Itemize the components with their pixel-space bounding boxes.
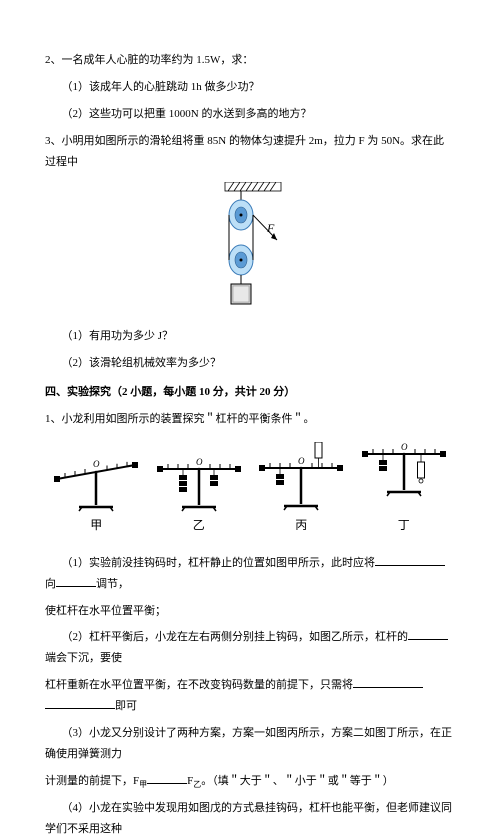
q3-stem: 3、小明用如图所示的滑轮组将重 85N 的物体匀速提升 2m，拉力 F 为 50… bbox=[45, 131, 455, 173]
lever-b: O 乙 bbox=[154, 457, 244, 537]
lever-d: O 丁 bbox=[359, 442, 449, 537]
svg-text:O: O bbox=[298, 456, 305, 466]
lever-c-label: 丙 bbox=[295, 514, 307, 537]
s4-sub1b: 向 bbox=[45, 578, 56, 590]
s4-sub2d: 即可 bbox=[115, 700, 137, 712]
s4-sub2c: 杠杆重新在水平位置平衡，在不改变钩码数量的前提下，只需将 bbox=[45, 679, 353, 691]
q2-sub2: （2）这些功可以把重 1000N 的水送到多高的地方？ bbox=[45, 104, 455, 125]
pulley-figure: F bbox=[45, 182, 455, 312]
lever-a-label: 甲 bbox=[90, 514, 102, 537]
blank-2b bbox=[353, 676, 423, 688]
lever-c-svg: O bbox=[256, 442, 346, 512]
s4-sub3-arrow1: 甲 bbox=[139, 780, 147, 789]
lever-a-svg: O bbox=[51, 457, 141, 512]
s4-sub3: （3）小龙又分别设计了两种方案，方案一如图丙所示，方案二如图丁所示，在正确使用弹… bbox=[45, 723, 455, 765]
lever-b-svg: O bbox=[154, 457, 244, 512]
s4-sub1a: （1）实验前没挂钩码时，杠杆静止的位置如图甲所示，此时应将 bbox=[62, 557, 376, 569]
svg-text:O: O bbox=[93, 459, 100, 469]
lever-d-svg: O bbox=[359, 442, 449, 512]
lever-d-label: 丁 bbox=[398, 514, 410, 537]
q2-stem: 2、一名成年人心脏的功率约为 1.5W，求： bbox=[45, 50, 455, 71]
lever-c: O 丙 bbox=[256, 442, 346, 537]
svg-text:O: O bbox=[196, 457, 203, 467]
q3-sub1: （1）有用功为多少 J？ bbox=[45, 326, 455, 347]
svg-text:F: F bbox=[266, 221, 275, 235]
s4-sub2b: 端会下沉，要使 bbox=[45, 652, 122, 664]
lever-b-label: 乙 bbox=[193, 514, 205, 537]
blank-1b bbox=[56, 575, 96, 587]
blank-2c bbox=[45, 697, 115, 709]
s4-sub2-line2: 杠杆重新在水平位置平衡，在不改变钩码数量的前提下，只需将即可 bbox=[45, 675, 455, 717]
s4-sub4: （4）小龙在实验中发现用如图戊的方式悬挂钩码，杠杆也能平衡，但老师建议同学们不采… bbox=[45, 798, 455, 840]
lever-figures: O 甲 O bbox=[45, 442, 455, 537]
s4-sub3d: 。（填＂大于＂、＂小于＂或＂等于＂） bbox=[201, 775, 394, 787]
s4-sub3-line2: 计测量的前提下，F甲F乙。（填＂大于＂、＂小于＂或＂等于＂） bbox=[45, 771, 455, 792]
blank-1a bbox=[375, 554, 445, 566]
s4-sub1d: 使杠杆在水平位置平衡； bbox=[45, 601, 455, 622]
s4-sub2a: （2）杠杆平衡后，小龙在左右两侧分别挂上钩码，如图乙所示，杠杆的 bbox=[62, 631, 409, 643]
section4-title: 四、实验探究（2 小题，每小题 10 分，共计 20 分） bbox=[45, 382, 455, 403]
s4-sub2: （2）杠杆平衡后，小龙在左右两侧分别挂上钩码，如图乙所示，杠杆的端会下沉，要使 bbox=[45, 627, 455, 669]
q3-sub2: （2）该滑轮组机械效率为多少？ bbox=[45, 353, 455, 374]
blank-3 bbox=[147, 772, 187, 784]
q2-sub1: （1）该成年人的心脏跳动 1h 做多少功？ bbox=[45, 77, 455, 98]
s4-sub3b: 计测量的前提下，F bbox=[45, 775, 139, 787]
s4-q1-stem: 1、小龙利用如图所示的装置探究＂杠杆的平衡条件＂。 bbox=[45, 409, 455, 430]
svg-text:O: O bbox=[401, 442, 408, 452]
blank-2a bbox=[408, 628, 448, 640]
pulley-svg: F bbox=[205, 182, 295, 312]
s4-sub1c: 调节， bbox=[96, 578, 129, 590]
s4-sub1: （1）实验前没挂钩码时，杠杆静止的位置如图甲所示，此时应将向 调节， bbox=[45, 553, 455, 595]
lever-a: O 甲 bbox=[51, 457, 141, 537]
s4-sub3-arrow2: 乙 bbox=[193, 780, 201, 789]
